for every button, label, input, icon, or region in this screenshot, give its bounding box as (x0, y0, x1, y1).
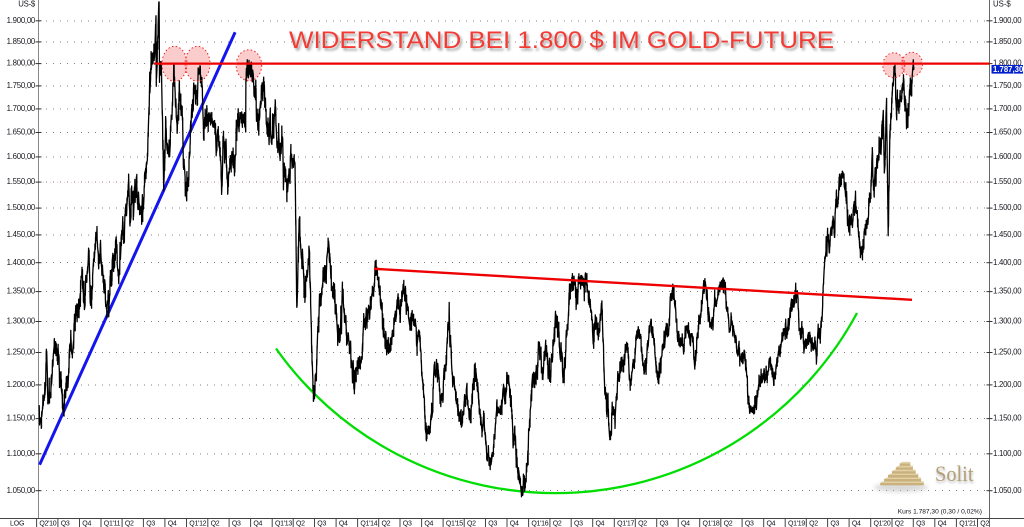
svg-text:Q3: Q3 (830, 520, 839, 527)
svg-text:Q4: Q4 (510, 520, 519, 527)
svg-text:Q4: Q4 (938, 520, 947, 527)
svg-text:1.700,00: 1.700,00 (993, 104, 1022, 113)
svg-text:1.300,00: 1.300,00 (7, 317, 36, 326)
svg-text:1.400,00: 1.400,00 (993, 258, 1022, 267)
svg-text:1.100,00: 1.100,00 (7, 449, 36, 458)
svg-text:Q1'15: Q1'15 (446, 520, 463, 527)
svg-text:Q2: Q2 (553, 520, 562, 527)
svg-text:1.500,00: 1.500,00 (993, 203, 1022, 212)
svg-text:1.450,00: 1.450,00 (993, 230, 1022, 239)
svg-text:Q1'14: Q1'14 (360, 520, 377, 527)
svg-text:1.250,00: 1.250,00 (7, 348, 36, 357)
svg-text:1.800,00: 1.800,00 (7, 59, 36, 68)
svg-text:1.300,00: 1.300,00 (993, 317, 1022, 326)
svg-text:1.350,00: 1.350,00 (7, 287, 36, 296)
svg-text:1.700,00: 1.700,00 (7, 104, 36, 113)
svg-text:1.850,00: 1.850,00 (993, 37, 1022, 46)
svg-text:1.600,00: 1.600,00 (993, 152, 1022, 161)
svg-text:Q2: Q2 (211, 520, 220, 527)
svg-text:1.787,30: 1.787,30 (993, 65, 1024, 74)
svg-text:Q2: Q2 (382, 520, 391, 527)
svg-text:Q2: Q2 (296, 520, 305, 527)
svg-text:1.050,00: 1.050,00 (993, 486, 1022, 495)
svg-text:1.150,00: 1.150,00 (993, 414, 1022, 423)
svg-text:1.400,00: 1.400,00 (7, 258, 36, 267)
svg-text:Q3: Q3 (488, 520, 497, 527)
svg-text:Q1'20: Q1'20 (874, 520, 891, 527)
svg-text:Q1'19: Q1'19 (788, 520, 805, 527)
svg-text:1.350,00: 1.350,00 (993, 287, 1022, 296)
svg-text:US-$: US-$ (18, 0, 36, 8)
svg-text:Q3: Q3 (660, 520, 669, 527)
svg-text:1.050,00: 1.050,00 (7, 486, 36, 495)
svg-text:LOG: LOG (10, 520, 24, 527)
svg-text:Q2: Q2 (895, 520, 904, 527)
svg-text:Q2: Q2 (125, 520, 134, 527)
svg-text:1.200,00: 1.200,00 (7, 380, 36, 389)
svg-text:1.650,00: 1.650,00 (7, 128, 36, 137)
svg-text:1.200,00: 1.200,00 (993, 380, 1022, 389)
svg-text:Q4: Q4 (852, 520, 861, 527)
svg-text:Q4: Q4 (424, 520, 433, 527)
svg-text:Q3: Q3 (61, 520, 70, 527)
svg-text:Q2: Q2 (980, 520, 989, 527)
svg-text:Q4: Q4 (681, 520, 690, 527)
svg-text:1.100,00: 1.100,00 (993, 449, 1022, 458)
svg-text:1.450,00: 1.450,00 (7, 230, 36, 239)
svg-text:Q1'16: Q1'16 (531, 520, 548, 527)
svg-text:1.750,00: 1.750,00 (993, 81, 1022, 90)
svg-text:Q3: Q3 (574, 520, 583, 527)
svg-text:Q2'10: Q2'10 (39, 520, 56, 527)
svg-text:Q4: Q4 (596, 520, 605, 527)
svg-text:1.150,00: 1.150,00 (7, 414, 36, 423)
svg-text:1.750,00: 1.750,00 (7, 81, 36, 90)
svg-text:Q2: Q2 (724, 520, 733, 527)
svg-text:1.550,00: 1.550,00 (7, 177, 36, 186)
svg-text:Q3: Q3 (232, 520, 241, 527)
svg-text:Q1'17: Q1'17 (617, 520, 634, 527)
svg-text:US-$: US-$ (993, 0, 1011, 8)
svg-text:Q1'11: Q1'11 (104, 520, 121, 527)
svg-text:1.500,00: 1.500,00 (7, 203, 36, 212)
svg-text:Q4: Q4 (767, 520, 776, 527)
svg-text:1.900,00: 1.900,00 (7, 16, 36, 25)
svg-text:Q3: Q3 (403, 520, 412, 527)
svg-text:Q2: Q2 (809, 520, 818, 527)
svg-text:Q1'21: Q1'21 (959, 520, 976, 527)
svg-text:Q1'12: Q1'12 (189, 520, 206, 527)
svg-text:Kurs 1.787,30 (0,30 / 0,02%): Kurs 1.787,30 (0,30 / 0,02%) (898, 509, 982, 516)
svg-text:Q3: Q3 (146, 520, 155, 527)
svg-text:1.850,00: 1.850,00 (7, 37, 36, 46)
svg-text:Q3: Q3 (916, 520, 925, 527)
svg-text:1.650,00: 1.650,00 (993, 128, 1022, 137)
svg-text:Q1'18: Q1'18 (703, 520, 720, 527)
svg-text:1.550,00: 1.550,00 (993, 177, 1022, 186)
svg-text:WIDERSTAND BEI 1.800 $ IM GOLD: WIDERSTAND BEI 1.800 $ IM GOLD-FUTURE (289, 27, 834, 54)
svg-text:Q4: Q4 (168, 520, 177, 527)
svg-text:1.250,00: 1.250,00 (993, 348, 1022, 357)
svg-text:1.600,00: 1.600,00 (7, 152, 36, 161)
svg-text:Solit: Solit (935, 461, 974, 486)
svg-text:Q3: Q3 (745, 520, 754, 527)
svg-text:Q4: Q4 (339, 520, 348, 527)
svg-text:Q2: Q2 (638, 520, 647, 527)
svg-text:1.800,00: 1.800,00 (993, 59, 1022, 68)
svg-text:1.900,00: 1.900,00 (993, 16, 1022, 25)
svg-text:Q4: Q4 (253, 520, 262, 527)
svg-text:Q2: Q2 (467, 520, 476, 527)
svg-text:Q4: Q4 (82, 520, 91, 527)
svg-text:Q1'13: Q1'13 (275, 520, 292, 527)
svg-text:Q3: Q3 (317, 520, 326, 527)
